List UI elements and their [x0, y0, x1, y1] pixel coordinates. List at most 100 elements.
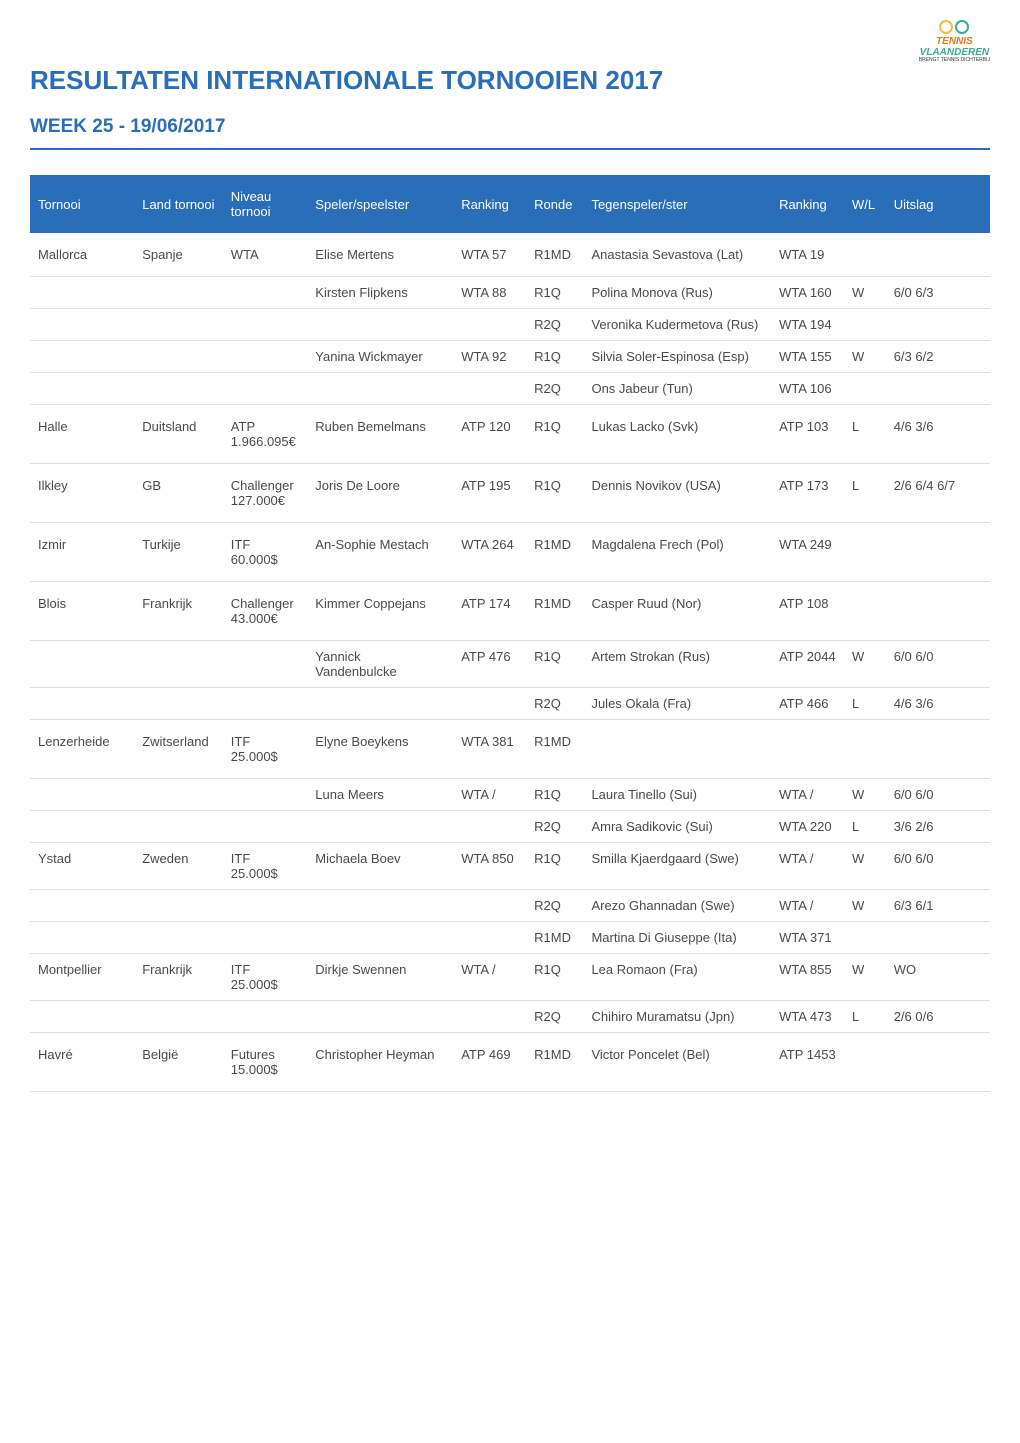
- cell-ranking: [453, 373, 526, 405]
- cell-niveau: [223, 373, 307, 405]
- cell-uitslag: 2/6 6/4 6/7: [886, 464, 990, 523]
- cell-ranking: [453, 688, 526, 720]
- cell-ranking: WTA /: [453, 954, 526, 1001]
- cell-wl: W: [844, 341, 886, 373]
- cell-tegen: Lea Romaon (Fra): [583, 954, 771, 1001]
- table-row: R2QJules Okala (Fra)ATP 466L4/6 3/6: [30, 688, 990, 720]
- col-ranking2: Ranking: [771, 175, 844, 233]
- cell-uitslag: [886, 523, 990, 582]
- cell-tornooi: [30, 1001, 134, 1033]
- cell-ranking: [453, 309, 526, 341]
- cell-ranking2: WTA 106: [771, 373, 844, 405]
- table-row: IzmirTurkijeITF 60.000$An-Sophie Mestach…: [30, 523, 990, 582]
- table-row: MallorcaSpanjeWTAElise MertensWTA 57R1MD…: [30, 233, 990, 277]
- logo-text-tennis: TENNIS: [936, 36, 973, 47]
- cell-niveau: [223, 309, 307, 341]
- cell-ronde: R1MD: [526, 1033, 583, 1092]
- cell-ranking: [453, 1001, 526, 1033]
- cell-ronde: R1Q: [526, 464, 583, 523]
- cell-niveau: [223, 341, 307, 373]
- cell-tornooi: Izmir: [30, 523, 134, 582]
- cell-uitslag: 3/6 2/6: [886, 811, 990, 843]
- logo-ball-teal: [955, 20, 969, 34]
- table-row: R2QArezo Ghannadan (Swe)WTA /W6/3 6/1: [30, 890, 990, 922]
- cell-uitslag: 6/0 6/0: [886, 843, 990, 890]
- cell-tornooi: [30, 373, 134, 405]
- cell-uitslag: 6/0 6/3: [886, 277, 990, 309]
- results-table: Tornooi Land tornooi Niveau tornooi Spel…: [30, 175, 990, 1092]
- cell-land: GB: [134, 464, 223, 523]
- cell-ronde: R1MD: [526, 233, 583, 277]
- cell-tegen: Magdalena Frech (Pol): [583, 523, 771, 582]
- cell-tornooi: [30, 309, 134, 341]
- cell-tegen: Lukas Lacko (Svk): [583, 405, 771, 464]
- cell-tornooi: [30, 341, 134, 373]
- cell-tegen: Silvia Soler-Espinosa (Esp): [583, 341, 771, 373]
- cell-ranking2: WTA 19: [771, 233, 844, 277]
- table-row: BloisFrankrijkChallenger 43.000€Kimmer C…: [30, 582, 990, 641]
- cell-wl: W: [844, 277, 886, 309]
- cell-land: Zwitserland: [134, 720, 223, 779]
- cell-ronde: R1Q: [526, 843, 583, 890]
- col-niveau: Niveau tornooi: [223, 175, 307, 233]
- col-wl: W/L: [844, 175, 886, 233]
- table-row: YstadZwedenITF 25.000$Michaela BoevWTA 8…: [30, 843, 990, 890]
- cell-land: [134, 688, 223, 720]
- cell-uitslag: [886, 309, 990, 341]
- cell-uitslag: 4/6 3/6: [886, 688, 990, 720]
- cell-ronde: R1MD: [526, 523, 583, 582]
- cell-ranking: ATP 174: [453, 582, 526, 641]
- cell-niveau: Futures 15.000$: [223, 1033, 307, 1092]
- cell-tornooi: [30, 688, 134, 720]
- cell-uitslag: 2/6 0/6: [886, 1001, 990, 1033]
- cell-speler: An-Sophie Mestach: [307, 523, 453, 582]
- cell-tegen: Casper Ruud (Nor): [583, 582, 771, 641]
- cell-uitslag: 6/0 6/0: [886, 779, 990, 811]
- cell-uitslag: [886, 922, 990, 954]
- table-row: Yannick VandenbulckeATP 476R1QArtem Stro…: [30, 641, 990, 688]
- cell-wl: L: [844, 688, 886, 720]
- cell-uitslag: WO: [886, 954, 990, 1001]
- cell-tegen: Veronika Kudermetova (Rus): [583, 309, 771, 341]
- cell-tegen: Anastasia Sevastova (Lat): [583, 233, 771, 277]
- cell-niveau: [223, 922, 307, 954]
- cell-ronde: R1MD: [526, 720, 583, 779]
- cell-wl: W: [844, 954, 886, 1001]
- logo-tagline: BRENGT TENNIS DICHTERBIJ: [919, 58, 990, 64]
- cell-ranking2: WTA 249: [771, 523, 844, 582]
- cell-tornooi: [30, 779, 134, 811]
- cell-speler: Joris De Loore: [307, 464, 453, 523]
- cell-speler: Luna Meers: [307, 779, 453, 811]
- table-row: Kirsten FlipkensWTA 88R1QPolina Monova (…: [30, 277, 990, 309]
- cell-tornooi: Halle: [30, 405, 134, 464]
- cell-ranking2: ATP 173: [771, 464, 844, 523]
- cell-land: Turkije: [134, 523, 223, 582]
- table-row: MontpellierFrankrijkITF 25.000$Dirkje Sw…: [30, 954, 990, 1001]
- cell-ranking: [453, 922, 526, 954]
- cell-niveau: ITF 60.000$: [223, 523, 307, 582]
- cell-ranking: WTA 264: [453, 523, 526, 582]
- cell-tegen: Polina Monova (Rus): [583, 277, 771, 309]
- cell-uitslag: [886, 582, 990, 641]
- cell-ronde: R2Q: [526, 890, 583, 922]
- cell-ronde: R2Q: [526, 688, 583, 720]
- page-header: RESULTATEN INTERNATIONALE TORNOOIEN 2017…: [30, 20, 990, 96]
- cell-ronde: R1Q: [526, 405, 583, 464]
- cell-niveau: WTA: [223, 233, 307, 277]
- cell-speler: Yannick Vandenbulcke: [307, 641, 453, 688]
- cell-wl: L: [844, 405, 886, 464]
- cell-uitslag: 6/3 6/2: [886, 341, 990, 373]
- logo: TENNIS VLAANDEREN BRENGT TENNIS DICHTERB…: [919, 20, 990, 64]
- cell-ranking2: WTA 155: [771, 341, 844, 373]
- cell-ranking2: [771, 720, 844, 779]
- cell-uitslag: [886, 233, 990, 277]
- cell-land: [134, 811, 223, 843]
- cell-ranking: ATP 476: [453, 641, 526, 688]
- cell-ranking2: WTA 473: [771, 1001, 844, 1033]
- cell-speler: [307, 922, 453, 954]
- cell-tornooi: Ystad: [30, 843, 134, 890]
- cell-wl: W: [844, 641, 886, 688]
- cell-wl: [844, 233, 886, 277]
- cell-niveau: [223, 811, 307, 843]
- cell-uitslag: [886, 720, 990, 779]
